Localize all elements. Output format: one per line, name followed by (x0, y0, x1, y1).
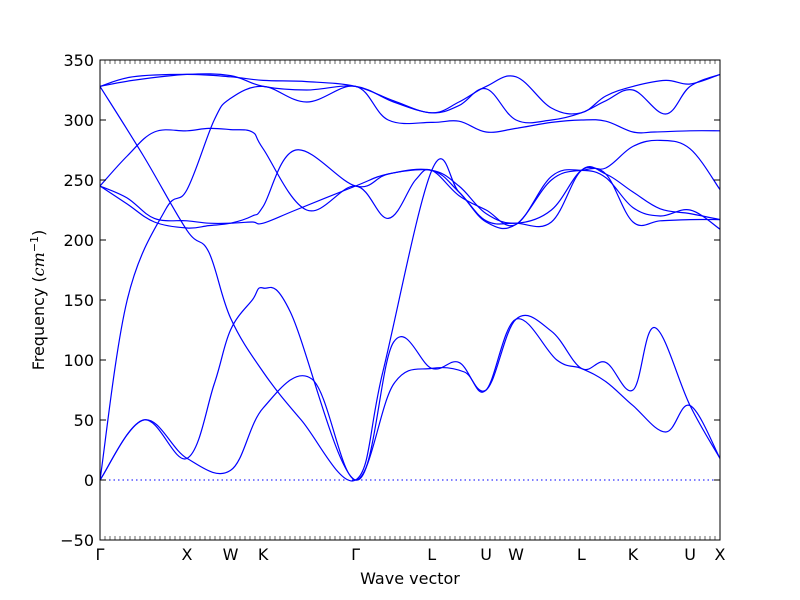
x-tick-label: W (223, 545, 239, 564)
y-tick-label: 50 (74, 411, 94, 430)
y-axis-label: Frequency (cm−1) (28, 230, 49, 371)
y-tick-label: 150 (63, 291, 94, 310)
y-tick-label: 300 (63, 111, 94, 130)
x-tick-label: W (508, 545, 524, 564)
x-axis-label: Wave vector (360, 569, 460, 588)
y-tick-label: 350 (63, 51, 94, 70)
x-tick-label: Γ (351, 545, 360, 564)
phonon-branch-3 (99, 85, 721, 481)
series-layer (99, 73, 721, 482)
y-tick-label: 0 (84, 471, 94, 490)
y-tick-label: 100 (63, 351, 94, 370)
y-axis-label-suffix: ) (29, 230, 48, 236)
y-axis-label-unit: cm (29, 252, 48, 276)
x-tick-label: U (480, 545, 492, 564)
plot-frame (99, 59, 721, 541)
y-axis-label-prefix: Frequency ( (29, 276, 48, 370)
y-axis-label-exponent: −1 (28, 236, 41, 252)
x-tick-label: U (684, 545, 696, 564)
phonon-branch-6 (99, 166, 721, 228)
y-tick-label: −50 (60, 531, 94, 550)
x-tick-label: L (427, 545, 436, 564)
y-tick-label: 200 (63, 231, 94, 250)
phonon-branch-1 (99, 318, 721, 481)
plot-background (100, 60, 720, 540)
x-tick-label: L (577, 545, 586, 564)
x-tick-label: K (258, 545, 269, 564)
minor-ticks (104, 60, 716, 540)
x-tick-label: X (182, 545, 193, 564)
y-tick-label: 250 (63, 171, 94, 190)
x-tick-label: K (628, 545, 639, 564)
x-tick-label: X (715, 545, 726, 564)
phonon-branch-9 (99, 73, 721, 115)
phonon-branch-2 (99, 286, 721, 481)
x-tick-label: Γ (96, 545, 105, 564)
y-ticks: −50 0 50 100 150 200 250 300 350 (60, 51, 720, 550)
phonon-branch-8 (99, 73, 721, 124)
phonon-branch-7 (99, 86, 721, 482)
